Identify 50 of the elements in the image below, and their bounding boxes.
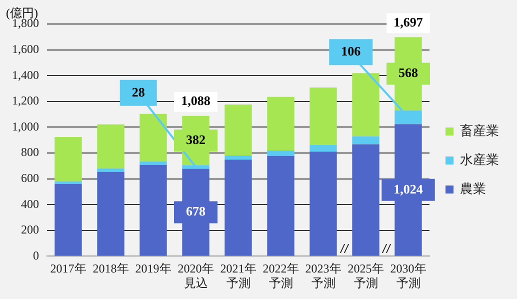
y-tick-label: 1,400: [12, 68, 39, 82]
bar: [352, 136, 380, 144]
y-tick-label: 800: [21, 145, 39, 160]
x-tick-label: 2021年予測: [220, 262, 256, 290]
data-label: 1,024: [394, 181, 424, 196]
total-label: 1,088: [181, 93, 211, 108]
legend-label: 農業: [460, 180, 486, 196]
bar: [224, 160, 252, 256]
y-tick-label: 1,000: [12, 119, 39, 134]
data-label: 568: [398, 65, 418, 80]
x-tick-label: 2025年予測: [348, 262, 384, 290]
x-tick-label: 2020年見込: [178, 262, 214, 290]
y-tick-label: 1,600: [12, 42, 39, 56]
legend-label: 水産業: [460, 152, 499, 167]
bar: [352, 144, 380, 256]
x-tick-label: 2018年: [92, 262, 129, 276]
x-tick-label: 2022年予測: [262, 262, 299, 290]
y-tick-label: 200: [21, 222, 39, 237]
bar: [310, 145, 337, 152]
bar: [97, 172, 124, 256]
y-tick-label: 400: [21, 196, 39, 211]
data-label: 106: [341, 44, 362, 59]
data-label: 678: [186, 204, 206, 219]
y-tick-label: 600: [21, 170, 39, 185]
bar: [267, 150, 294, 156]
bar: [54, 137, 82, 182]
bar: [267, 96, 294, 151]
x-tick-label: 2023年予測: [305, 262, 342, 290]
bar: [224, 155, 252, 160]
bar: [97, 168, 124, 172]
y-tick-label: 1,200: [12, 94, 39, 108]
bar: [140, 161, 167, 165]
x-tick-label: 2017年: [50, 262, 86, 276]
data-label: 28: [132, 84, 146, 100]
x-tick-label: 2030年予測: [390, 262, 426, 290]
bar: [140, 114, 167, 162]
bar: [352, 73, 380, 136]
total-label: 1,697: [394, 14, 424, 30]
bar: [267, 156, 294, 256]
bar: [54, 184, 82, 256]
bar: [54, 181, 82, 184]
y-tick-label: 0: [33, 248, 39, 262]
x-tick-label: 2019年: [135, 262, 172, 276]
bar: [140, 164, 167, 256]
data-label: 382: [186, 132, 206, 147]
bar: [224, 104, 252, 156]
legend-label: 畜産業: [460, 122, 499, 138]
bar: [310, 152, 337, 256]
bar: [310, 87, 337, 145]
bar: [97, 124, 124, 168]
